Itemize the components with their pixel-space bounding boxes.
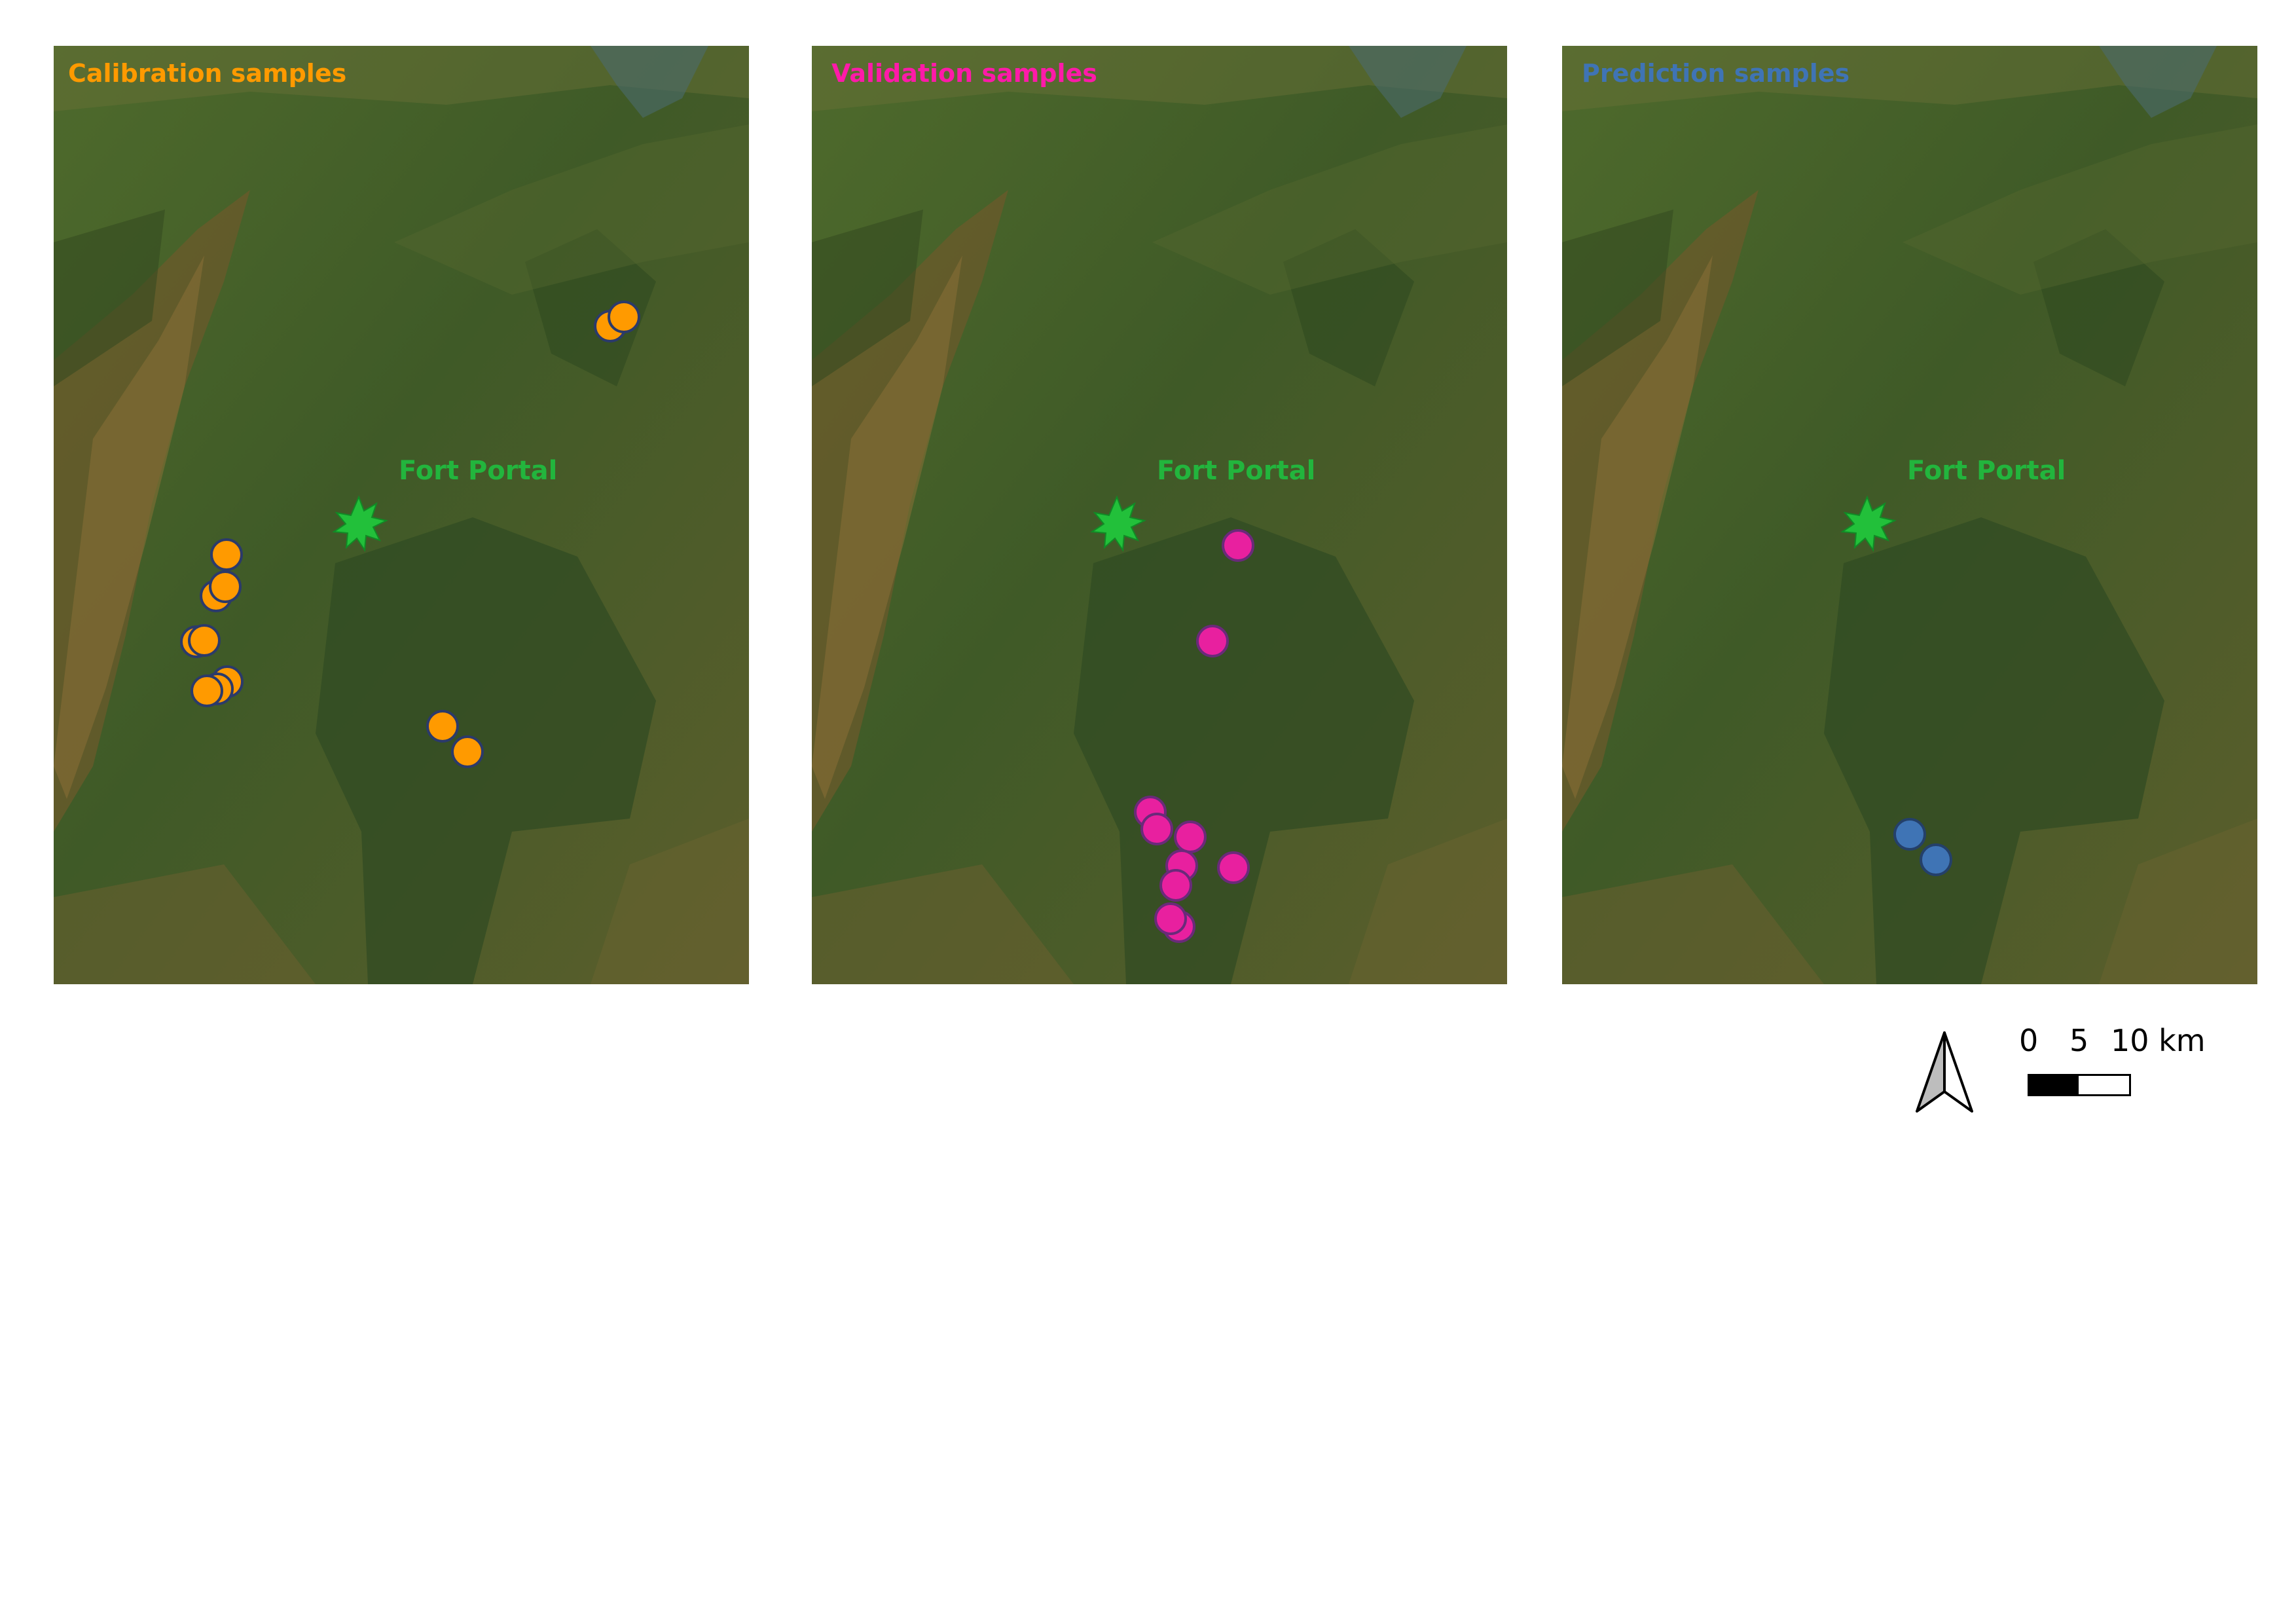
sample-point bbox=[1196, 625, 1229, 657]
north-arrow-icon bbox=[1916, 1031, 1973, 1113]
calibration-map-panel: Calibration samples Fort Portal bbox=[54, 46, 749, 984]
panel-title: Prediction samples bbox=[1582, 59, 1850, 88]
scale-bar-white-segment bbox=[2079, 1074, 2131, 1096]
sample-point bbox=[188, 624, 221, 657]
city-marker-icon bbox=[1840, 495, 1897, 552]
scale-bar-black-segment bbox=[2028, 1074, 2079, 1096]
sample-point bbox=[1174, 821, 1207, 853]
panel-title: Validation samples bbox=[831, 59, 1097, 88]
sample-point bbox=[1217, 851, 1250, 884]
sample-point bbox=[451, 735, 484, 768]
scale-label-10km: 10 km bbox=[2111, 1023, 2206, 1058]
place-label-fort-portal: Fort Portal bbox=[1907, 456, 2066, 486]
satellite-basemap bbox=[812, 46, 1507, 984]
place-label-fort-portal: Fort Portal bbox=[399, 456, 558, 486]
prediction-map-panel: Prediction samples Fort Portal bbox=[1562, 46, 2257, 984]
satellite-basemap bbox=[1562, 46, 2257, 984]
place-label-fort-portal: Fort Portal bbox=[1157, 456, 1316, 486]
sample-point bbox=[608, 301, 640, 333]
scale-label-5: 5 bbox=[2069, 1023, 2089, 1058]
city-marker-icon bbox=[1090, 495, 1146, 552]
sample-point bbox=[1920, 843, 1952, 876]
sample-markers bbox=[180, 301, 640, 768]
sample-point bbox=[1159, 869, 1192, 902]
panel-title: Calibration samples bbox=[68, 59, 347, 88]
sample-point bbox=[1154, 902, 1187, 935]
sample-point bbox=[426, 710, 459, 743]
satellite-basemap bbox=[54, 46, 749, 984]
sample-markers bbox=[1893, 818, 1952, 876]
sample-point bbox=[1222, 529, 1254, 562]
city-marker-icon bbox=[332, 495, 388, 552]
sample-markers bbox=[1134, 529, 1254, 943]
sample-point bbox=[1140, 813, 1173, 845]
scale-bar: 0 5 10 km bbox=[2016, 1022, 2213, 1107]
sample-point bbox=[191, 674, 223, 707]
sample-point bbox=[209, 570, 242, 603]
validation-map-panel: Validation samples Fort Portal bbox=[812, 46, 1507, 984]
sample-point bbox=[210, 538, 243, 571]
scale-label-0: 0 bbox=[2019, 1023, 2039, 1058]
sample-point bbox=[1893, 818, 1926, 851]
